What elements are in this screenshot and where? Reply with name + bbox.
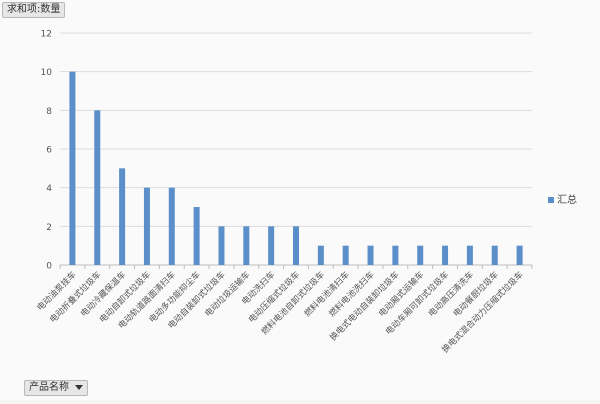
bar	[466, 245, 473, 265]
bar	[243, 226, 250, 265]
y-tick-label: 0	[46, 262, 52, 272]
bar	[417, 245, 424, 265]
axis-field-dropdown[interactable]: 产品名称	[24, 380, 88, 396]
y-tick-label: 4	[46, 184, 52, 194]
bar	[69, 71, 76, 266]
chevron-down-icon[interactable]	[75, 384, 83, 390]
legend-label: 汇总	[557, 195, 577, 206]
bar	[442, 245, 449, 265]
legend-swatch	[548, 197, 554, 203]
bar	[168, 187, 175, 265]
y-tick-label: 6	[46, 146, 52, 156]
bar	[293, 226, 299, 265]
bar	[218, 226, 225, 265]
bar	[516, 245, 523, 265]
bar	[143, 187, 150, 265]
bar	[268, 226, 275, 265]
y-tick-label: 8	[46, 107, 52, 117]
bar	[119, 168, 126, 265]
bar	[491, 245, 498, 265]
chart-legend: 汇总	[548, 191, 577, 206]
bar	[392, 245, 399, 265]
bar	[367, 245, 374, 265]
bar	[193, 207, 200, 265]
bar	[317, 245, 324, 265]
bar	[94, 110, 101, 265]
bar	[342, 245, 349, 265]
value-field-button[interactable]: 求和项:数量	[2, 2, 66, 18]
y-tick-label: 10	[41, 68, 53, 78]
y-tick-label: 2	[46, 223, 52, 233]
y-tick-label: 12	[41, 30, 52, 40]
value-field-label: 求和项:数量	[7, 4, 61, 15]
axis-field-label: 产品名称	[29, 382, 69, 393]
